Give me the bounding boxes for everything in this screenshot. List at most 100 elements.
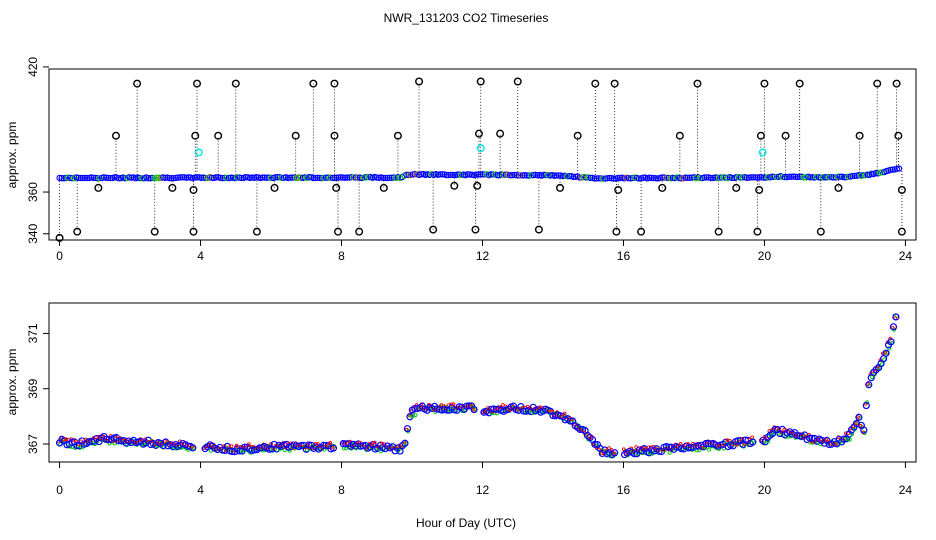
outlier-point (897, 185, 906, 194)
baseline-point (606, 174, 613, 182)
baseline-point (566, 172, 573, 180)
baseline-point (707, 174, 715, 182)
bottom-y-tick-label: 371 (26, 323, 40, 343)
outlier-point (270, 183, 279, 192)
baseline-point (344, 174, 351, 181)
series-red-point (451, 402, 456, 407)
outlier-ring (330, 131, 339, 140)
baseline-point (449, 171, 457, 179)
outlier-ring (855, 131, 864, 140)
outlier-point (714, 227, 723, 236)
baseline-point (443, 171, 450, 179)
baseline-point (788, 173, 795, 180)
outlier-point (675, 131, 684, 140)
series-red-point (834, 442, 838, 447)
baseline-point (652, 175, 660, 182)
baseline-point (191, 174, 199, 181)
top-x-tick-label: 24 (899, 249, 913, 263)
outlier-point (894, 131, 903, 140)
x-axis-label: Hour of Day (UTC) (416, 516, 516, 530)
baseline-point (339, 174, 347, 181)
series-red-point (883, 350, 888, 355)
baseline-point (153, 174, 160, 181)
baseline-point (263, 174, 270, 181)
series-blue-point (887, 338, 895, 346)
baseline-point (597, 175, 605, 182)
series-red-point (328, 441, 333, 445)
baseline-point (587, 174, 594, 182)
outlier-ring (693, 79, 702, 88)
baseline-point (824, 174, 831, 181)
baseline-point (379, 174, 387, 182)
baseline-point (733, 174, 740, 181)
outlier-point (214, 131, 223, 140)
baseline-point (716, 174, 723, 181)
baseline-point (475, 171, 482, 178)
outlier-ring (270, 183, 279, 192)
series-blue-point (749, 438, 757, 446)
outlier-ring (189, 185, 198, 194)
baseline-point (83, 174, 91, 182)
baseline-point (447, 171, 454, 178)
baseline-point (253, 174, 260, 181)
outlier-point (393, 131, 402, 140)
baseline-point (714, 174, 721, 181)
outlier-ring (496, 129, 505, 138)
baseline-point (750, 174, 757, 181)
outlier-point (309, 79, 318, 88)
outlier-ring (610, 79, 619, 88)
baseline-point (363, 174, 370, 181)
baseline-point (676, 174, 683, 182)
baseline-point (836, 173, 844, 180)
outlier-ring (474, 129, 483, 138)
baseline-point (324, 174, 332, 181)
baseline-point (202, 174, 209, 182)
baseline-point (515, 172, 522, 179)
outlier-point (732, 183, 741, 192)
bottom-x-tick-label: 8 (338, 483, 345, 497)
outlier-ring (476, 77, 485, 86)
series-red-point (856, 415, 861, 419)
baseline-point (737, 174, 744, 181)
outlier-point (334, 227, 343, 236)
baseline-point (259, 174, 266, 181)
top-x-tick-label: 8 (338, 249, 345, 263)
outlier-ring (334, 227, 343, 236)
outlier-ring (573, 131, 582, 140)
baseline-point (728, 174, 736, 182)
baseline-point (553, 172, 560, 179)
outlier-ring (189, 227, 198, 236)
baseline-point (576, 174, 583, 181)
baseline-point (527, 172, 535, 179)
outlier-point (755, 185, 764, 194)
baseline-point (893, 165, 901, 172)
baseline-point (887, 166, 894, 174)
outlier-ring (291, 131, 300, 140)
baseline-point (773, 173, 780, 181)
outlier-point (795, 79, 804, 88)
outlier-ring (214, 131, 223, 140)
series-red-point (700, 445, 705, 450)
outlier-point (189, 185, 198, 194)
baseline-point (895, 165, 903, 172)
series-green-point (707, 447, 712, 452)
baseline-point (212, 174, 220, 181)
baseline-point (81, 174, 89, 182)
baseline-point (360, 174, 368, 181)
baseline-point (168, 175, 175, 182)
baseline-point (337, 174, 344, 181)
outlier-point (168, 183, 177, 192)
outlier-point (892, 79, 901, 88)
baseline-point (320, 174, 328, 181)
series-green-point (248, 450, 253, 455)
baseline-point (128, 174, 135, 181)
baseline-point (172, 174, 180, 181)
series-red-point (330, 445, 335, 450)
outlier-ring (892, 79, 901, 88)
baseline-point (248, 174, 256, 181)
baseline-point (747, 174, 755, 181)
baseline-point (274, 174, 281, 181)
series-green-point (869, 375, 875, 380)
baseline-point (278, 174, 285, 182)
